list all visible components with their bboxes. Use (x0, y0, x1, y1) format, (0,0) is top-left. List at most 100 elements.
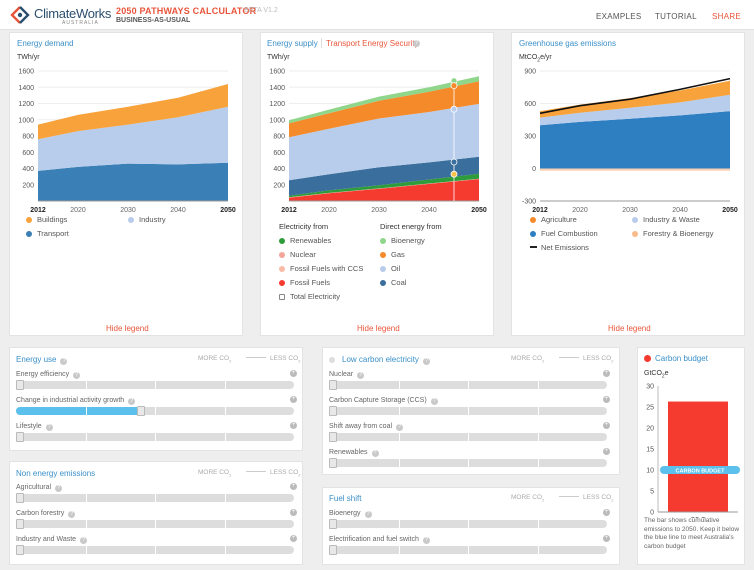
lever-info-icon[interactable]: + (290, 422, 297, 429)
lever-handle[interactable] (137, 406, 146, 416)
series-area-fuel-combustion[interactable] (540, 111, 730, 169)
legend-renewables[interactable]: Renewables (279, 236, 331, 245)
tab-transport-energy-security[interactable]: Transport Energy Security (326, 39, 419, 48)
hover-point[interactable] (450, 170, 458, 178)
hover-point[interactable] (450, 105, 458, 113)
lever-slider[interactable] (16, 493, 294, 503)
lever-info-icon[interactable]: + (290, 396, 297, 403)
legend-agriculture[interactable]: Agriculture (530, 215, 577, 224)
nav-examples[interactable]: EXAMPLES (596, 12, 642, 21)
series-area-coal[interactable] (289, 156, 479, 196)
legend-industry-waste[interactable]: Industry & Waste (632, 215, 700, 224)
lever-slider[interactable] (16, 545, 294, 555)
lever-slider[interactable] (329, 545, 607, 555)
carbon-budget-title[interactable]: Carbon budget (655, 354, 708, 363)
help-icon[interactable]: ? (430, 398, 438, 405)
hide-legend-link[interactable]: Hide legend (608, 324, 651, 333)
help-icon[interactable]: ? (413, 40, 420, 47)
legend-nuclear[interactable]: Nuclear (279, 250, 316, 259)
legend-coal[interactable]: Coal (380, 278, 406, 287)
series-area-industry[interactable] (38, 106, 228, 171)
legend-forestry-bioenergy[interactable]: Forestry & Bioenergy (632, 229, 713, 238)
help-icon[interactable]: ? (371, 450, 379, 457)
lever-slider[interactable] (16, 519, 294, 529)
legend-buildings[interactable]: Buildings (26, 215, 67, 224)
carbon-budget-bar[interactable] (668, 401, 728, 512)
hover-point[interactable] (450, 82, 458, 90)
low-carbon-title[interactable]: Low carbon electricity? (342, 355, 430, 365)
lever-slider[interactable] (329, 380, 607, 390)
help-icon[interactable]: ? (422, 358, 430, 365)
hover-point[interactable] (450, 158, 458, 166)
lever-slider[interactable] (329, 432, 607, 442)
lever-slider[interactable] (16, 380, 294, 390)
lever-handle[interactable] (329, 432, 337, 442)
lever-handle[interactable] (329, 545, 337, 555)
fuel-shift-title[interactable]: Fuel shift (329, 494, 362, 503)
legend-transport[interactable]: Transport (26, 229, 69, 238)
series-area-oil[interactable] (289, 103, 479, 181)
hide-legend-link[interactable]: Hide legend (106, 324, 149, 333)
legend-bioenergy[interactable]: Bioenergy (380, 236, 425, 245)
tab-energy-supply[interactable]: Energy supply (267, 39, 318, 48)
lever-slider[interactable] (16, 432, 294, 442)
legend-oil[interactable]: Oil (380, 264, 400, 273)
lever-slider[interactable] (16, 406, 294, 416)
lever-slider[interactable] (329, 406, 607, 416)
legend-net-emissions[interactable]: Net Emissions (530, 243, 589, 252)
legend-fuel-combustion[interactable]: Fuel Combustion (530, 229, 598, 238)
lever-handle[interactable] (329, 406, 337, 416)
nav-share[interactable]: SHARE (712, 12, 742, 21)
series-area-forestry-bioenergy[interactable] (540, 168, 730, 171)
legend-ccs[interactable]: Fossil Fuels with CCS (279, 264, 363, 273)
lever-info-icon[interactable]: + (603, 370, 610, 377)
lever-handle[interactable] (16, 493, 24, 503)
legend-gas[interactable]: Gas (380, 250, 405, 259)
series-line-net-emissions[interactable] (539, 77, 731, 115)
help-icon[interactable]: ? (60, 358, 68, 365)
lever-handle[interactable] (16, 545, 24, 555)
series-area-industry-waste[interactable] (540, 94, 730, 126)
hide-legend-link[interactable]: Hide legend (357, 324, 400, 333)
help-icon[interactable]: ? (128, 398, 136, 405)
legend-total-electricity[interactable]: Total Electricity (279, 292, 340, 301)
series-area-bioenergy[interactable] (289, 76, 479, 124)
lever-handle[interactable] (329, 458, 337, 468)
lever-slider[interactable] (329, 519, 607, 529)
lever-handle[interactable] (16, 519, 24, 529)
help-icon[interactable]: ? (357, 372, 365, 379)
series-area-transport[interactable] (38, 162, 228, 201)
lever-info-icon[interactable]: + (290, 370, 297, 377)
lever-info-icon[interactable]: + (290, 509, 297, 516)
ghg-title[interactable]: Greenhouse gas emissions (519, 39, 616, 48)
help-icon[interactable]: ? (73, 372, 81, 379)
series-area-gas[interactable] (289, 81, 479, 138)
lever-info-icon[interactable]: + (603, 396, 610, 403)
lever-handle[interactable] (16, 432, 24, 442)
legend-fossil-fuels[interactable]: Fossil Fuels (279, 278, 330, 287)
series-area-agriculture[interactable] (540, 80, 730, 118)
lever-info-icon[interactable]: + (603, 535, 610, 542)
lever-handle[interactable] (329, 519, 337, 529)
lever-info-icon[interactable]: + (603, 422, 610, 429)
series-area-fossil-fuels[interactable] (289, 179, 479, 201)
lever-info-icon[interactable]: + (603, 509, 610, 516)
legend-industry[interactable]: Industry (128, 215, 166, 224)
help-icon[interactable]: ? (396, 424, 404, 431)
nav-tutorial[interactable]: TUTORIAL (655, 12, 697, 21)
help-icon[interactable]: ? (80, 537, 88, 544)
lever-info-icon[interactable]: + (290, 483, 297, 490)
lever-slider[interactable] (329, 458, 607, 468)
energy-demand-title[interactable]: Energy demand (17, 39, 74, 48)
energy-use-title[interactable]: Energy use? (16, 355, 68, 365)
series-area-buildings[interactable] (38, 84, 228, 140)
help-icon[interactable]: ? (364, 511, 372, 518)
series-area-nuclear[interactable] (289, 178, 479, 198)
series-area-renewables[interactable] (289, 173, 479, 198)
lever-info-icon[interactable]: + (290, 535, 297, 542)
lever-info-icon[interactable]: + (603, 448, 610, 455)
logo-name[interactable]: ClimateWorks (34, 6, 112, 21)
help-icon[interactable]: ? (55, 485, 63, 492)
non-energy-title[interactable]: Non energy emissions (16, 469, 96, 478)
help-icon[interactable]: ? (45, 424, 53, 431)
